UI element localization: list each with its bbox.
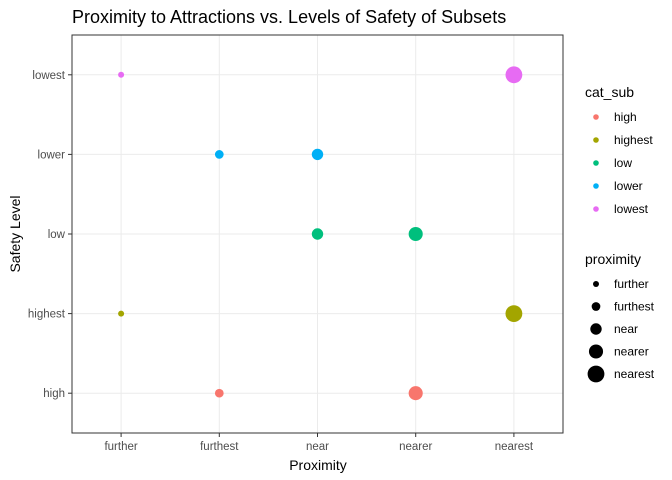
x-tick-label: further: [104, 441, 137, 453]
x-axis-title: Proximity: [289, 457, 347, 473]
data-point: [505, 305, 523, 322]
size-legend-key: [588, 344, 604, 359]
color-legend-label: low: [614, 156, 632, 170]
data-point: [214, 388, 224, 398]
chart-title: Proximity to Attractions vs. Levels of S…: [72, 7, 506, 27]
size-legend-key: [590, 323, 602, 335]
size-legend-label: further: [614, 277, 649, 291]
size-legend: proximity further furthest near nearer neare…: [585, 251, 655, 383]
color-legend-label: lowest: [614, 202, 649, 216]
color-legend: cat_sub high highest low lower lowest: [585, 84, 653, 216]
data-point: [311, 228, 324, 240]
x-tick-label: nearer: [399, 441, 432, 453]
size-legend-key: [591, 302, 601, 311]
size-legend-key: [593, 281, 599, 287]
data-point: [505, 66, 523, 84]
size-legend-title: proximity: [585, 251, 641, 267]
x-tick-label: nearest: [495, 441, 534, 453]
color-legend-label: high: [614, 110, 637, 124]
color-legend-key: [593, 183, 599, 189]
data-point: [118, 310, 125, 317]
x-tick-label: furthest: [200, 441, 239, 453]
y-tick-label: lowest: [32, 70, 65, 82]
y-tick-label: low: [48, 229, 66, 241]
y-axis-title: Safety Level: [7, 195, 23, 272]
color-legend-key: [593, 160, 599, 166]
color-legend-key: [593, 206, 599, 212]
size-legend-label: nearest: [614, 367, 655, 381]
color-legend-title: cat_sub: [585, 84, 634, 100]
x-tick-label: near: [306, 441, 329, 453]
color-legend-key: [593, 137, 599, 143]
y-tick-label: lower: [38, 149, 66, 161]
color-legend-label: lower: [614, 179, 643, 193]
data-point: [214, 150, 224, 159]
data-point: [118, 71, 125, 78]
y-tick-label: highest: [28, 309, 66, 321]
size-legend-key: [587, 365, 605, 383]
data-point: [311, 148, 324, 161]
size-legend-label: furthest: [614, 300, 655, 314]
size-legend-label: near: [614, 322, 638, 336]
plot-panel: further furthest near nearer nearest high high…: [28, 34, 564, 453]
data-point: [408, 386, 423, 401]
size-legend-label: nearer: [614, 345, 649, 359]
data-point: [408, 226, 423, 242]
color-legend-key: [593, 114, 599, 120]
color-legend-label: highest: [614, 133, 653, 147]
y-tick-label: high: [43, 388, 65, 400]
